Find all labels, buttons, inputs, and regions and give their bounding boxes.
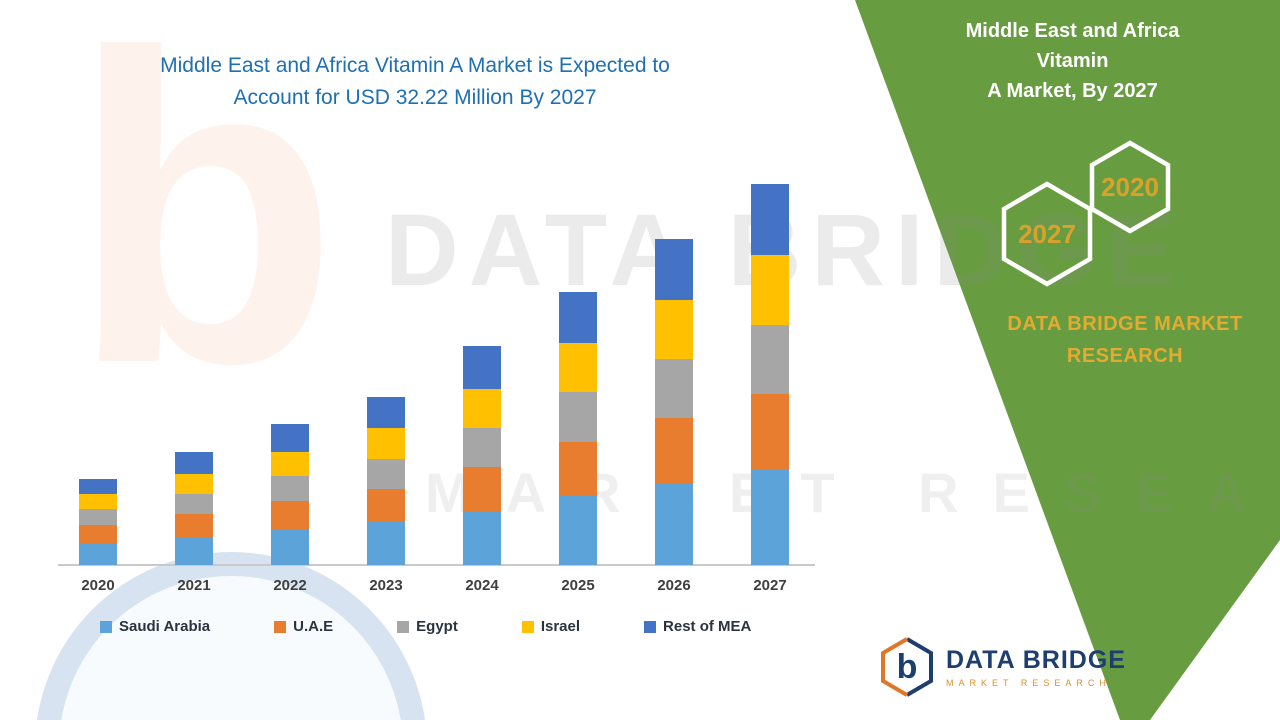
bar-segment-2020-u-a-e <box>79 524 117 543</box>
legend-item-u-a-e: U.A.E <box>274 618 333 635</box>
legend-label-u-a-e: U.A.E <box>293 618 334 635</box>
footer-logo-b-icon: b <box>897 648 918 686</box>
bar-segment-2025-rest-of-mea <box>559 292 597 343</box>
bar-segment-2022-rest-of-mea <box>271 424 309 452</box>
legend-label-saudi-arabia: Saudi Arabia <box>119 618 211 635</box>
bar-segment-2021-egypt <box>175 494 213 515</box>
bar-segment-2024-rest-of-mea <box>463 346 501 389</box>
panel-title-line2: A Market, By 2027 <box>987 80 1158 102</box>
bar-segment-2023-u-a-e <box>367 489 405 523</box>
bar-segment-2023-egypt <box>367 458 405 490</box>
page-title: Middle East and Africa Vitamin A Market … <box>65 50 765 114</box>
bar-segment-2022-u-a-e <box>271 501 309 530</box>
bar-segment-2025-israel <box>559 342 597 393</box>
bar-segment-2021-israel <box>175 474 213 495</box>
legend-label-israel: Israel <box>540 618 581 635</box>
bar-segment-2020-saudi-arabia <box>79 542 117 565</box>
bar-segment-2027-israel <box>751 255 789 326</box>
bar-segment-2023-rest-of-mea <box>367 397 405 428</box>
footer-logo-name: DATA BRIDGE <box>946 646 1126 674</box>
bar-segment-2025-egypt <box>559 392 597 443</box>
panel-title: Middle East and Africa Vitamin A Market,… <box>930 16 1215 106</box>
legend-swatch-egypt <box>397 620 410 633</box>
x-axis-label-2027: 2027 <box>753 577 787 594</box>
panel-title-line1: Middle East and Africa Vitamin <box>965 20 1180 72</box>
legend-item-egypt: Egypt <box>397 618 458 635</box>
brand-text-line2: RESEARCH <box>1066 345 1184 367</box>
bar-segment-2026-egypt <box>655 359 693 419</box>
legend-item-israel: Israel <box>521 618 581 635</box>
bar-segment-2022-saudi-arabia <box>271 529 309 565</box>
brand-text-line1: DATA BRIDGE MARKET <box>1007 313 1243 335</box>
legend-swatch-u-a-e <box>274 620 287 633</box>
legend-swatch-israel <box>521 620 534 633</box>
legend-item-saudi-arabia: Saudi Arabia <box>100 618 210 635</box>
bar-segment-2021-u-a-e <box>175 514 213 537</box>
x-axis-label-2023: 2023 <box>369 577 403 594</box>
x-axis-label-2025: 2025 <box>561 577 595 594</box>
x-axis-label-2021: 2021 <box>177 577 211 594</box>
footer-logo-tagline: MARKET RESEARCH <box>946 678 1111 688</box>
bar-segment-2022-israel <box>271 451 309 477</box>
legend-item-rest-of-mea: Rest of MEA <box>644 618 751 635</box>
legend-swatch-saudi-arabia <box>100 620 112 633</box>
bar-segment-2023-israel <box>367 427 405 459</box>
bar-segment-2026-rest-of-mea <box>655 238 693 301</box>
bar-segment-2020-israel <box>79 494 117 510</box>
x-axis-label-2024: 2024 <box>465 577 499 594</box>
bar-segment-2026-israel <box>655 300 693 360</box>
bar-segment-2026-saudi-arabia <box>655 483 693 565</box>
bar-segment-2021-rest-of-mea <box>175 451 213 474</box>
footer-logo: b DATA BRIDGE MARKET RESEARCH <box>878 636 1126 698</box>
x-axis-label-2026: 2026 <box>657 577 691 594</box>
watermark-logo-b-icon: b <box>70 0 339 455</box>
x-axis-label-2020: 2020 <box>81 577 115 594</box>
page-title-line2: Account for USD 32.22 Million By 2027 <box>233 86 597 109</box>
bar-segment-2024-egypt <box>463 427 501 467</box>
bar-segment-2027-u-a-e <box>751 393 789 470</box>
chart-legend: Saudi Arabia U.A.E Egypt Israel Rest of MEA <box>100 618 751 635</box>
bar-segment-2020-egypt <box>79 509 117 525</box>
bar-segment-2022-egypt <box>271 476 309 502</box>
bar-segment-2027-egypt <box>751 325 789 394</box>
brand-text: DATA BRIDGE MARKET RESEARCH <box>985 308 1265 372</box>
legend-swatch-rest-of-mea <box>644 620 657 633</box>
footer-logo-text: DATA BRIDGE MARKET RESEARCH <box>946 646 1126 688</box>
page-title-line1: Middle East and Africa Vitamin A Market … <box>160 54 670 77</box>
bar-segment-2021-saudi-arabia <box>175 536 213 565</box>
green-panel-shape <box>855 0 1280 720</box>
bar-segment-2023-saudi-arabia <box>367 522 405 565</box>
stacked-bar-chart: 2020 2021 2022 2023 2024 2025 2026 2027 <box>58 175 815 594</box>
bar-segment-2024-saudi-arabia <box>463 510 501 565</box>
bar-segment-2024-u-a-e <box>463 466 501 511</box>
bar-segment-2027-saudi-arabia <box>751 469 789 565</box>
hexagon-2027-label: 2027 <box>1018 219 1076 249</box>
hexagon-2020-label: 2020 <box>1101 172 1159 202</box>
x-axis-line <box>58 564 815 566</box>
bar-segment-2025-saudi-arabia <box>559 496 597 565</box>
bar-segment-2026-u-a-e <box>655 418 693 484</box>
legend-label-rest-of-mea: Rest of MEA <box>663 618 752 635</box>
bar-segment-2025-u-a-e <box>559 442 597 497</box>
footer-logo-hexagon-icon: b <box>881 637 933 697</box>
x-axis-label-2022: 2022 <box>273 577 307 594</box>
bar-segment-2020-rest-of-mea <box>79 478 117 495</box>
legend-label-egypt: Egypt <box>416 618 458 635</box>
bar-segment-2024-israel <box>463 388 501 428</box>
bar-segment-2027-rest-of-mea <box>751 184 789 256</box>
